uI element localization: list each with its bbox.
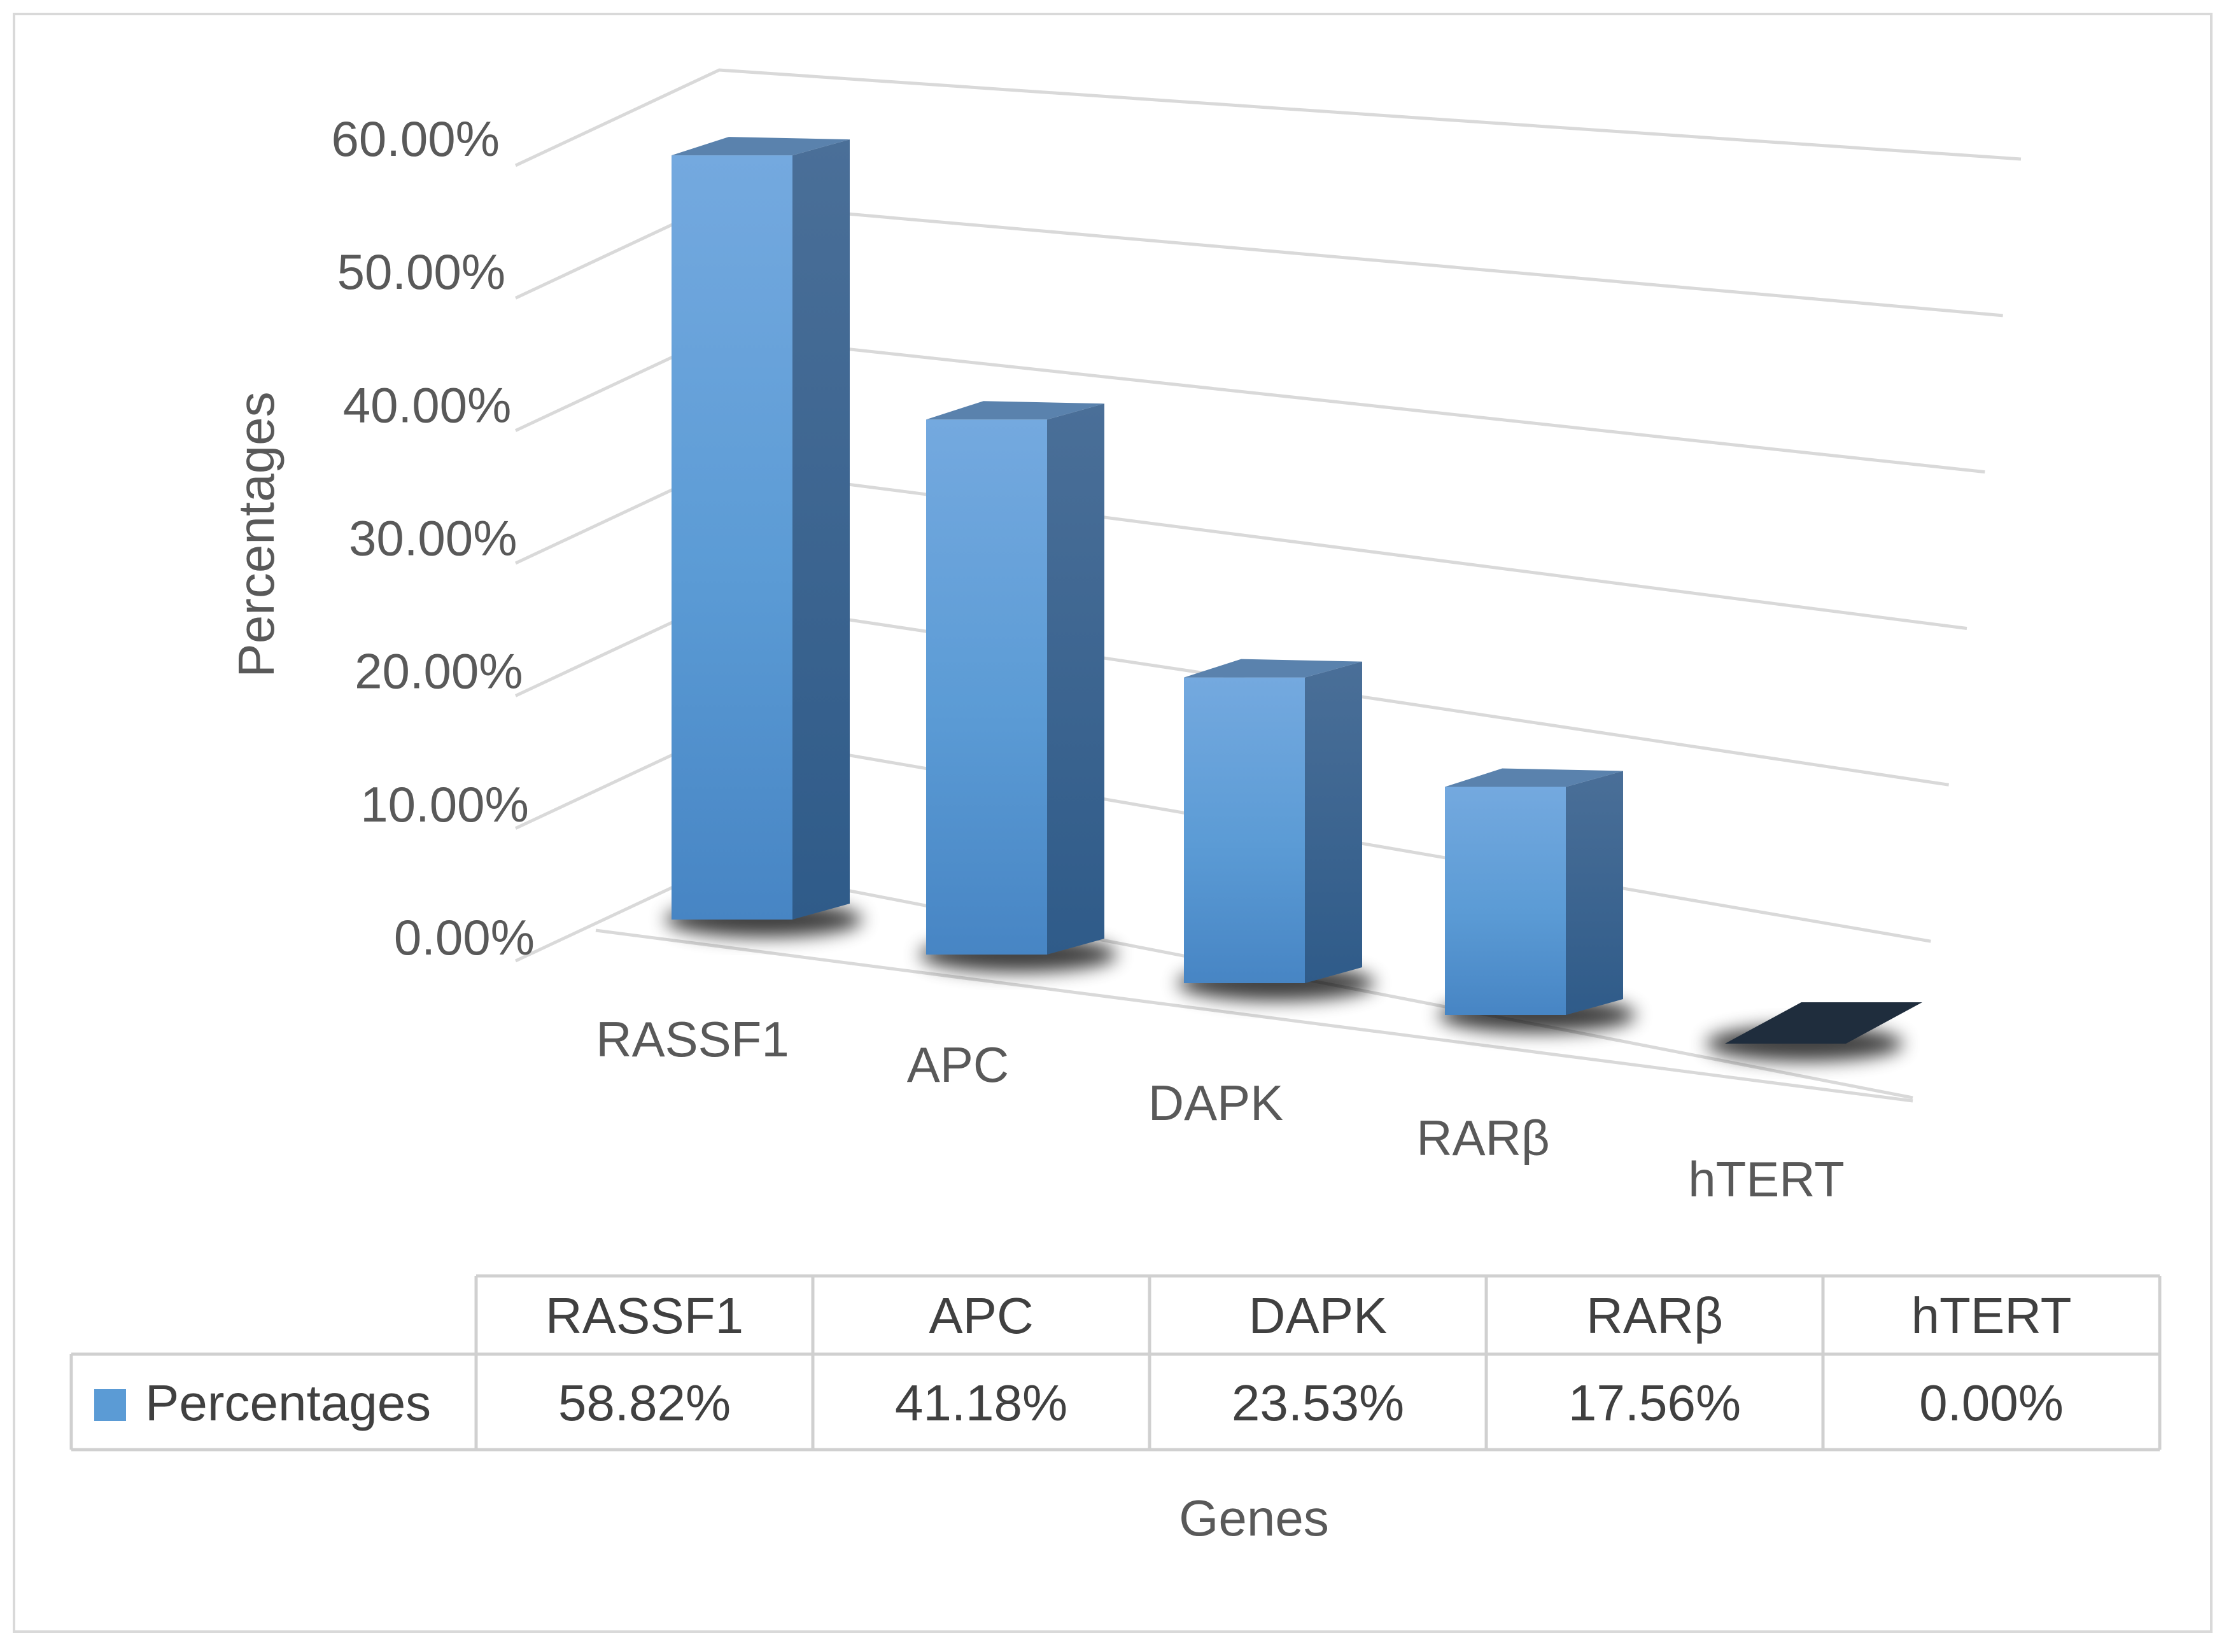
category-labels: RASSF1 APC DAPK RARβ hTERT (596, 1011, 1845, 1207)
y-tick-label: 0.00% (394, 909, 535, 965)
category-label: RARβ (1416, 1110, 1550, 1166)
y-tick-label: 40.00% (343, 377, 512, 433)
table-header-cell: RARβ (1586, 1287, 1723, 1344)
chart-frame (13, 13, 2213, 1633)
y-tick-label: 60.00% (331, 111, 500, 167)
table-value-cell: 23.53% (1232, 1375, 1404, 1431)
bar-top (926, 401, 1104, 420)
table-row-label: Percentages (145, 1375, 431, 1431)
category-label: hTERT (1688, 1151, 1845, 1207)
bar-front (1184, 677, 1305, 983)
bar-front (1445, 787, 1566, 1015)
table-value-cell: 0.00% (1919, 1375, 2064, 1431)
bar-side (1566, 771, 1623, 1015)
bar-side (792, 139, 850, 920)
table-header-cell: hTERT (1911, 1287, 2072, 1344)
bar-top (672, 137, 850, 156)
bar-top (1184, 659, 1362, 678)
bar-front (926, 419, 1047, 955)
bar-side (1305, 661, 1362, 983)
x-axis-title: Genes (1179, 1490, 1329, 1546)
y-tick-labels: 0.00% 10.00% 20.00% 30.00% 40.00% 50.00% 60.00… (331, 111, 535, 965)
data-table: RASSF1 APC DAPK RARβ hTERT Percentages 58.82% 4… (69, 1274, 2162, 1452)
category-label: RASSF1 (596, 1011, 789, 1067)
bar-front (672, 155, 792, 920)
y-axis-title: Percentages (228, 391, 285, 677)
y-tick-label: 30.00% (349, 510, 517, 566)
table-value-cell: 41.18% (895, 1375, 1067, 1431)
y-tick-label: 20.00% (355, 643, 523, 699)
table-header-cell: APC (929, 1287, 1034, 1344)
table-header-cell: RASSF1 (545, 1287, 743, 1344)
bar-hTERT-zero (1725, 1002, 1922, 1044)
category-label: DAPK (1148, 1075, 1283, 1131)
table-value-cell: 17.56% (1568, 1375, 1741, 1431)
floor-edge (595, 928, 1913, 1103)
bars (672, 137, 1922, 1044)
category-label: APC (907, 1037, 1009, 1093)
y-tick-label: 10.00% (360, 776, 529, 832)
bar-top (1445, 768, 1623, 787)
table-header-cell: DAPK (1249, 1287, 1388, 1344)
y-tick-label: 50.00% (337, 244, 506, 300)
bar-side (1047, 403, 1104, 955)
table-value-cell: 58.82% (558, 1375, 731, 1431)
legend-key-swatch (94, 1389, 126, 1421)
gridline (514, 68, 2022, 167)
